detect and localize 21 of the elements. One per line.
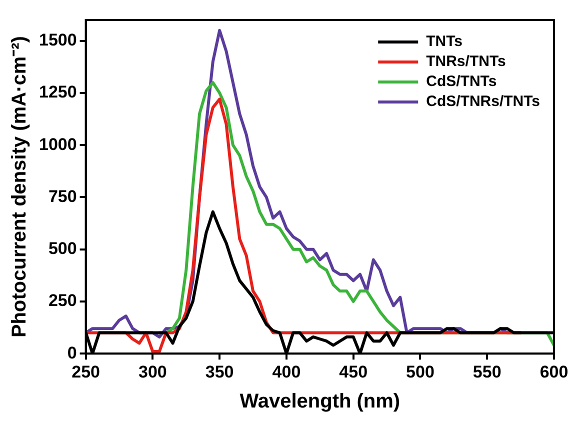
- x-tick-label: 350: [205, 362, 234, 382]
- y-tick-label: 750: [48, 186, 77, 206]
- x-axis-title: Wavelength (nm): [240, 390, 400, 413]
- x-tick-label: 450: [339, 362, 368, 382]
- legend-label: TNRs/TNTs: [426, 53, 506, 70]
- x-tick-label: 250: [72, 362, 100, 382]
- y-tick-label: 1250: [38, 82, 77, 102]
- y-tick-label: 500: [48, 239, 77, 258]
- x-tick-label: 400: [272, 362, 301, 382]
- y-tick-label: 0: [67, 343, 77, 362]
- x-tick-label: 600: [540, 362, 568, 382]
- legend-label: TNTs: [426, 33, 462, 50]
- legend-label: CdS/TNRs/TNTs: [426, 93, 540, 110]
- x-tick-label: 300: [138, 362, 167, 382]
- y-tick-label: 1000: [38, 134, 77, 154]
- x-tick-label: 500: [406, 362, 434, 382]
- y-tick-label: 250: [48, 291, 77, 310]
- legend-label: CdS/TNTs: [426, 73, 497, 90]
- y-tick-label: 1500: [38, 30, 77, 50]
- x-tick-label: 550: [472, 362, 502, 382]
- y-axis-title: Photocurrent density (mA·cm⁻²): [8, 36, 31, 338]
